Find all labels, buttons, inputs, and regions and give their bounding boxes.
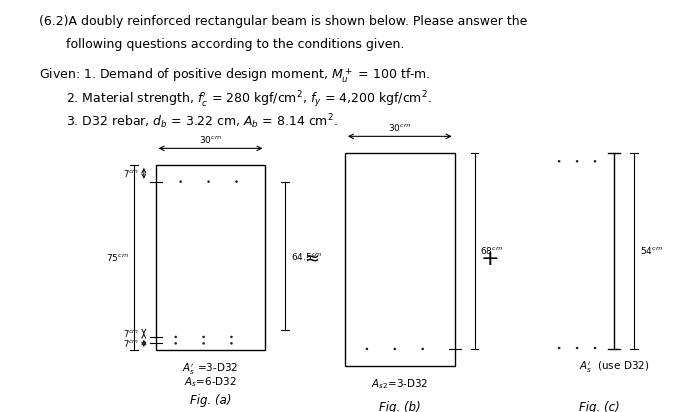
Circle shape: [175, 336, 176, 337]
Text: $A_{s2}$=3-D32: $A_{s2}$=3-D32: [371, 377, 428, 391]
Text: $\approx$: $\approx$: [301, 248, 319, 267]
Circle shape: [231, 343, 232, 344]
Circle shape: [203, 343, 204, 344]
Text: Given: 1. Demand of positive design moment, $M_u^+$ = 100 tf-m.: Given: 1. Demand of positive design mome…: [39, 66, 430, 85]
Circle shape: [208, 181, 209, 182]
Circle shape: [577, 347, 578, 349]
Text: $A^{\prime}_s$ =3-D32: $A^{\prime}_s$ =3-D32: [183, 362, 239, 377]
Text: following questions according to the conditions given.: following questions according to the con…: [66, 38, 405, 52]
Circle shape: [559, 347, 560, 349]
Text: Fig. (b): Fig. (b): [379, 401, 421, 412]
Circle shape: [236, 181, 237, 182]
Text: $A_s$=6-D32: $A_s$=6-D32: [184, 375, 237, 389]
Text: (6.2)A doubly reinforced rectangular beam is shown below. Please answer the: (6.2)A doubly reinforced rectangular bea…: [39, 15, 528, 28]
Circle shape: [594, 347, 596, 349]
Text: 30$^{cm}$: 30$^{cm}$: [389, 122, 411, 133]
Text: Fig. (c): Fig. (c): [579, 401, 620, 412]
Circle shape: [180, 181, 181, 182]
Circle shape: [175, 343, 176, 344]
Circle shape: [203, 336, 204, 337]
Text: 7$^{cm}$: 7$^{cm}$: [123, 338, 139, 349]
Text: 7$^{cm}$: 7$^{cm}$: [123, 168, 139, 179]
Circle shape: [594, 161, 596, 162]
Text: 2. Material strength, $f^{\prime}_c$ = 280 kgf/cm$^2$, $f_y$ = 4,200 kgf/cm$^2$.: 2. Material strength, $f^{\prime}_c$ = 2…: [66, 89, 432, 110]
Text: 64.5$^{cm}$: 64.5$^{cm}$: [291, 250, 323, 262]
Text: +: +: [480, 249, 499, 269]
Text: Fig. (a): Fig. (a): [190, 394, 231, 407]
Text: 3. D32 rebar, $d_b$ = 3.22 cm, $A_b$ = 8.14 cm$^2$.: 3. D32 rebar, $d_b$ = 3.22 cm, $A_b$ = 8…: [66, 112, 338, 131]
Text: 68$^{cm}$: 68$^{cm}$: [480, 246, 503, 256]
Text: 54$^{cm}$: 54$^{cm}$: [640, 246, 663, 256]
Text: 30$^{cm}$: 30$^{cm}$: [199, 133, 222, 145]
Circle shape: [559, 161, 560, 162]
Bar: [345, 153, 454, 365]
Circle shape: [577, 161, 578, 162]
Bar: [156, 165, 265, 350]
Text: 75$^{cm}$: 75$^{cm}$: [106, 252, 129, 263]
Text: 7$^{cm}$: 7$^{cm}$: [123, 328, 139, 339]
Text: $A^{\prime}_s$  (use D32): $A^{\prime}_s$ (use D32): [579, 360, 650, 375]
Circle shape: [231, 336, 232, 337]
